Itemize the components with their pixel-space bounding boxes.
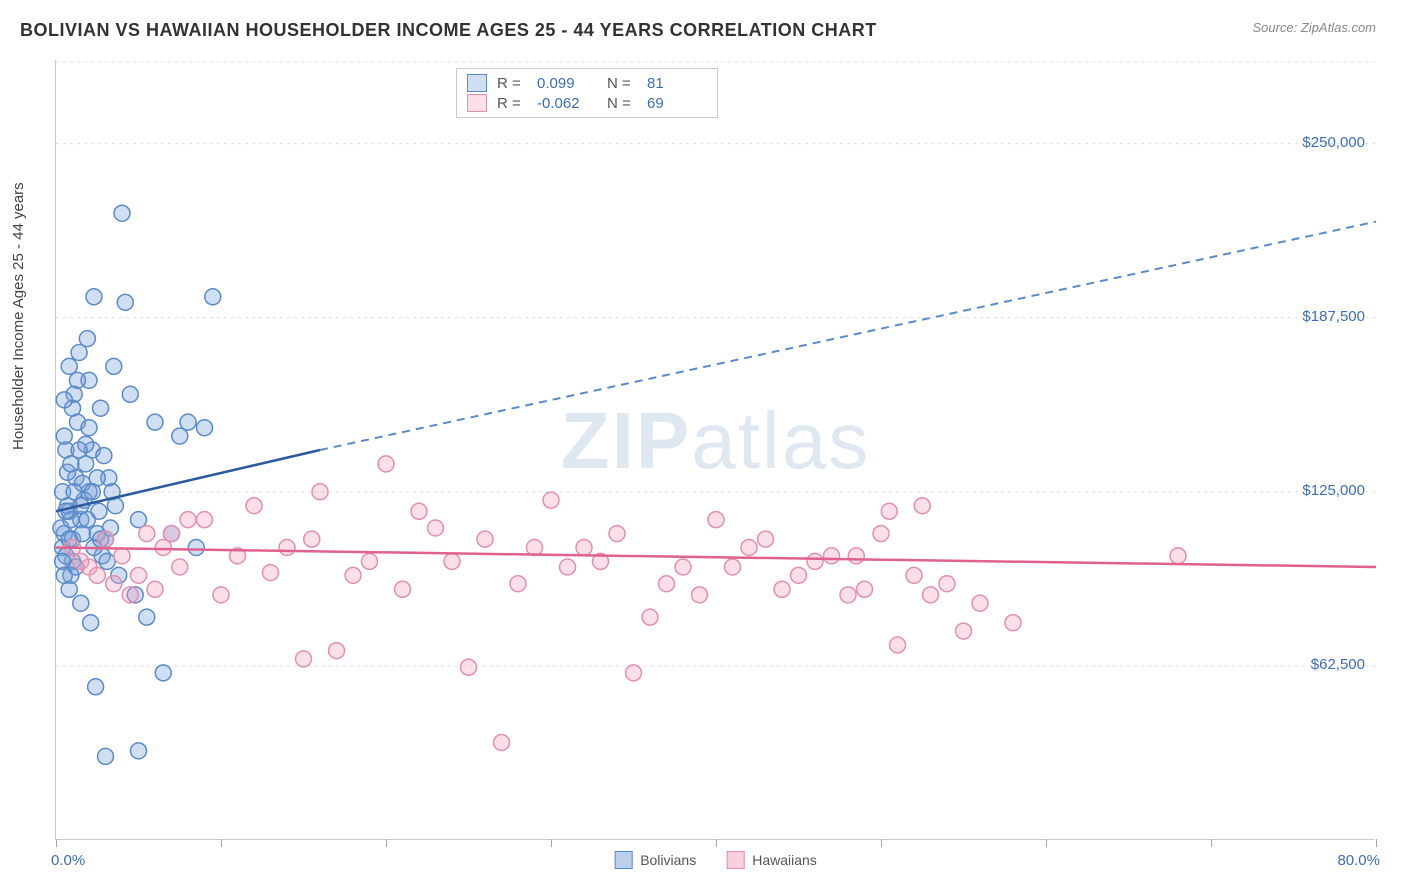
legend-swatch-bolivians [614, 851, 632, 869]
stats-row-hawaiians: R = -0.062 N = 69 [467, 93, 707, 113]
plot-area: ZIPatlas R = 0.099 N = 81 R = -0.062 N =… [55, 60, 1375, 840]
r-label: R = [497, 75, 527, 92]
n-label: N = [607, 75, 637, 92]
legend-item-hawaiians: Hawaiians [726, 851, 817, 869]
legend-label-hawaiians: Hawaiians [752, 852, 817, 868]
legend-label-bolivians: Bolivians [640, 852, 696, 868]
y-tick-label: $187,500 [1285, 308, 1365, 325]
chart-title: BOLIVIAN VS HAWAIIAN HOUSEHOLDER INCOME … [20, 20, 877, 41]
chart-container: ZIPatlas R = 0.099 N = 81 R = -0.062 N =… [55, 60, 1375, 840]
legend-swatch-hawaiians [726, 851, 744, 869]
y-tick-label: $125,000 [1285, 482, 1365, 499]
y-axis-label: Householder Income Ages 25 - 44 years [10, 182, 27, 450]
x-axis-min-label: 0.0% [51, 852, 85, 869]
r-label: R = [497, 95, 527, 112]
stats-legend: R = 0.099 N = 81 R = -0.062 N = 69 [456, 68, 718, 118]
y-tick-label: $62,500 [1285, 656, 1365, 673]
n-label: N = [607, 95, 637, 112]
swatch-bolivians [467, 74, 487, 92]
swatch-hawaiians [467, 94, 487, 112]
n-value-bolivians: 81 [647, 75, 707, 92]
legend-item-bolivians: Bolivians [614, 851, 696, 869]
y-tick-label: $250,000 [1285, 134, 1365, 151]
legend-bottom: Bolivians Hawaiians [614, 851, 817, 869]
r-value-bolivians: 0.099 [537, 75, 597, 92]
x-axis-max-label: 80.0% [1337, 852, 1380, 869]
r-value-hawaiians: -0.062 [537, 95, 597, 112]
plot-svg [56, 60, 1375, 839]
n-value-hawaiians: 69 [647, 95, 707, 112]
stats-row-bolivians: R = 0.099 N = 81 [467, 73, 707, 93]
chart-header: BOLIVIAN VS HAWAIIAN HOUSEHOLDER INCOME … [0, 0, 1406, 51]
source-attribution: Source: ZipAtlas.com [1252, 20, 1376, 35]
